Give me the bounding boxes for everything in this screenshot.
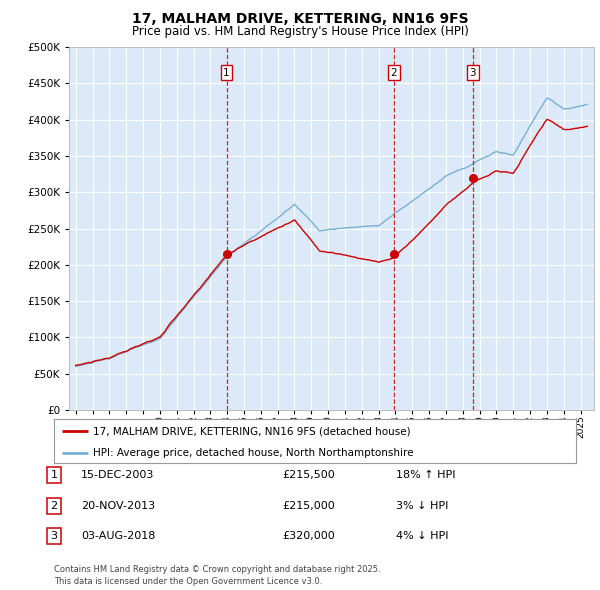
Text: 1: 1 [223, 68, 230, 78]
Text: 18% ↑ HPI: 18% ↑ HPI [396, 470, 455, 480]
Text: 3: 3 [469, 68, 476, 78]
Text: £215,500: £215,500 [282, 470, 335, 480]
Text: 03-AUG-2018: 03-AUG-2018 [81, 532, 155, 541]
Text: 3% ↓ HPI: 3% ↓ HPI [396, 501, 448, 510]
Text: 2: 2 [50, 501, 58, 510]
Text: 20-NOV-2013: 20-NOV-2013 [81, 501, 155, 510]
Text: 4% ↓ HPI: 4% ↓ HPI [396, 532, 449, 541]
Text: 1: 1 [50, 470, 58, 480]
Text: Price paid vs. HM Land Registry's House Price Index (HPI): Price paid vs. HM Land Registry's House … [131, 25, 469, 38]
Text: £215,000: £215,000 [282, 501, 335, 510]
Text: 17, MALHAM DRIVE, KETTERING, NN16 9FS: 17, MALHAM DRIVE, KETTERING, NN16 9FS [131, 12, 469, 26]
Text: 15-DEC-2003: 15-DEC-2003 [81, 470, 154, 480]
Text: 2: 2 [390, 68, 397, 78]
Text: £320,000: £320,000 [282, 532, 335, 541]
Text: 3: 3 [50, 532, 58, 541]
Text: Contains HM Land Registry data © Crown copyright and database right 2025.
This d: Contains HM Land Registry data © Crown c… [54, 565, 380, 586]
Text: 17, MALHAM DRIVE, KETTERING, NN16 9FS (detached house): 17, MALHAM DRIVE, KETTERING, NN16 9FS (d… [93, 427, 411, 436]
Text: HPI: Average price, detached house, North Northamptonshire: HPI: Average price, detached house, Nort… [93, 448, 413, 458]
